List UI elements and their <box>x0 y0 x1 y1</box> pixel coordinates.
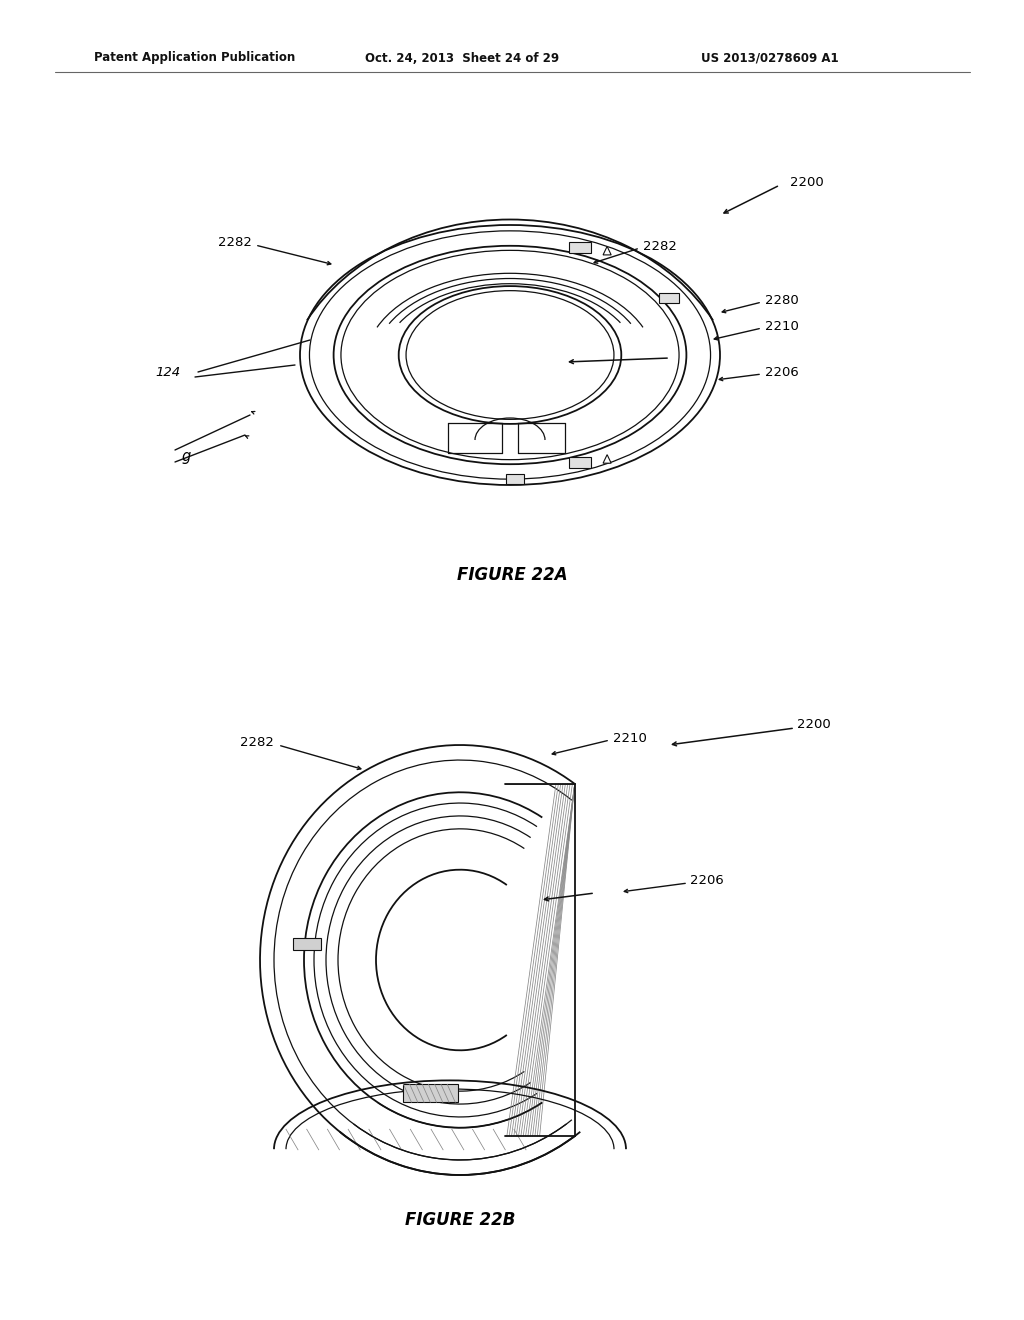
Polygon shape <box>603 247 611 255</box>
Text: 2200: 2200 <box>790 177 823 190</box>
Text: FIGURE 22A: FIGURE 22A <box>457 566 567 583</box>
Bar <box>659 293 679 304</box>
Text: FIGURE 22B: FIGURE 22B <box>404 1210 515 1229</box>
Text: US 2013/0278609 A1: US 2013/0278609 A1 <box>701 51 839 65</box>
Bar <box>569 457 591 467</box>
Text: 2206: 2206 <box>690 874 724 887</box>
Polygon shape <box>603 454 611 463</box>
Text: 2282: 2282 <box>643 239 677 252</box>
Bar <box>402 1084 458 1102</box>
Text: 2282: 2282 <box>218 235 252 248</box>
Bar <box>293 939 321 950</box>
Text: 2210: 2210 <box>765 321 799 334</box>
Text: 2280: 2280 <box>765 293 799 306</box>
Bar <box>569 243 591 253</box>
Text: 124: 124 <box>155 366 180 379</box>
Text: g: g <box>182 449 191 463</box>
Text: 2206: 2206 <box>765 367 799 380</box>
Text: 2200: 2200 <box>797 718 830 731</box>
Text: Oct. 24, 2013  Sheet 24 of 29: Oct. 24, 2013 Sheet 24 of 29 <box>365 51 559 65</box>
Bar <box>506 474 524 483</box>
Text: Patent Application Publication: Patent Application Publication <box>94 51 296 65</box>
Text: 2210: 2210 <box>613 731 647 744</box>
Text: 2282: 2282 <box>240 737 273 750</box>
